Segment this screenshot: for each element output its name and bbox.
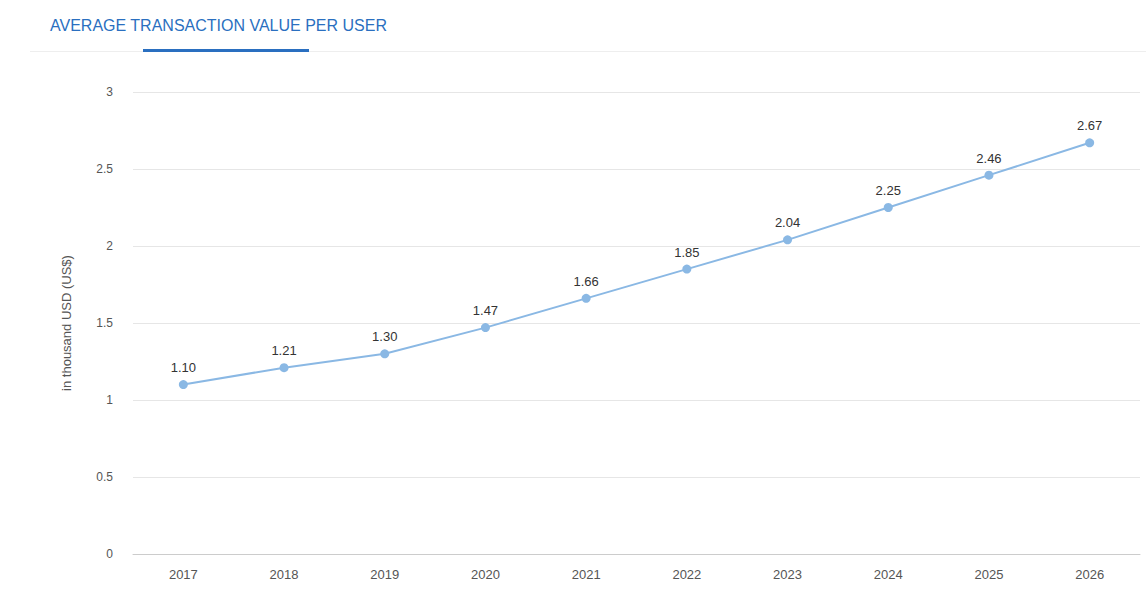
svg-text:1.47: 1.47 [473,303,498,318]
svg-text:2: 2 [106,239,113,253]
svg-text:1.85: 1.85 [674,245,699,260]
svg-text:2.5: 2.5 [96,162,113,176]
svg-text:2.25: 2.25 [876,183,901,198]
svg-text:2017: 2017 [169,567,198,582]
svg-text:1: 1 [106,393,113,407]
svg-text:3: 3 [106,85,113,99]
svg-text:2023: 2023 [773,567,802,582]
svg-text:2021: 2021 [572,567,601,582]
svg-text:in thousand USD (US$): in thousand USD (US$) [59,255,74,391]
svg-text:2.04: 2.04 [775,215,800,230]
svg-text:0.5: 0.5 [96,470,113,484]
svg-text:1.10: 1.10 [171,360,196,375]
svg-text:2020: 2020 [471,567,500,582]
svg-text:AVERAGE TRANSACTION VALUE PER: AVERAGE TRANSACTION VALUE PER USER [50,17,387,34]
svg-text:2025: 2025 [974,567,1003,582]
svg-text:1.5: 1.5 [96,316,113,330]
svg-text:2026: 2026 [1075,567,1104,582]
svg-text:2.67: 2.67 [1077,118,1102,133]
svg-text:0: 0 [106,547,113,561]
svg-text:2024: 2024 [874,567,903,582]
svg-text:1.21: 1.21 [271,343,296,358]
svg-text:2019: 2019 [370,567,399,582]
svg-text:2022: 2022 [672,567,701,582]
svg-text:1.30: 1.30 [372,329,397,344]
svg-text:1.66: 1.66 [573,274,598,289]
svg-text:2.46: 2.46 [976,151,1001,166]
svg-text:2018: 2018 [270,567,299,582]
